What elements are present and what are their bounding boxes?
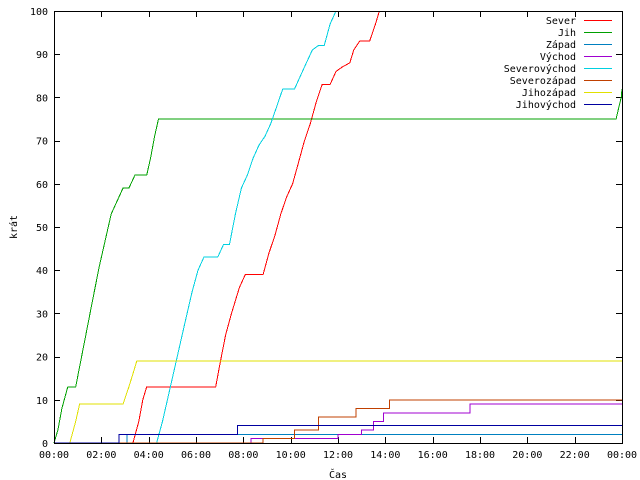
x-tick-label: 12:00: [323, 450, 353, 461]
legend: SeverJihZápadVýchodSeverovýchodSeverozáp…: [504, 16, 612, 111]
y-tick-label: 70: [36, 137, 48, 148]
y-tick-label: 80: [36, 93, 48, 104]
x-tick-label: 10:00: [276, 450, 306, 461]
y-tick-label: 40: [36, 266, 48, 277]
legend-label: Východ: [540, 51, 576, 63]
series-line: [54, 10, 337, 444]
series-line: [54, 360, 622, 444]
plot-frame: [54, 11, 623, 444]
y-tick-label: 50: [36, 223, 48, 234]
y-tick-label: 100: [30, 7, 48, 18]
legend-label: Severovýchod: [504, 63, 576, 75]
x-tick-label: 16:00: [418, 450, 448, 461]
x-tick-label: 02:00: [86, 450, 116, 461]
legend-label: Severozápad: [510, 75, 576, 87]
x-tick-label: 06:00: [181, 450, 211, 461]
x-tick-label: 08:00: [228, 450, 258, 461]
legend-label: Západ: [546, 39, 576, 51]
y-tick-label: 30: [36, 309, 48, 320]
y-tick-label: 90: [36, 50, 48, 61]
x-tick-label: 22:00: [560, 450, 590, 461]
series-line: [53, 88, 623, 444]
x-tick-label: 00:00: [39, 450, 69, 461]
y-axis-label: krát: [8, 215, 20, 239]
series-lines: [53, 10, 623, 444]
y-tick-label: 20: [36, 353, 48, 364]
series-line: [54, 399, 622, 444]
x-tick-label: 04:00: [134, 450, 164, 461]
series-line: [54, 10, 380, 444]
legend-label: Jihovýchod: [516, 99, 576, 111]
x-axis-label: Čas: [329, 468, 347, 480]
x-tick-label: 18:00: [465, 450, 495, 461]
y-tick-label: 10: [36, 396, 48, 407]
legend-label: Sever: [546, 16, 576, 27]
y-tick-label: 60: [36, 180, 48, 191]
legend-label: Jihozápad: [522, 87, 576, 99]
x-tick-label: 20:00: [512, 450, 542, 461]
x-tick-label: 14:00: [370, 450, 400, 461]
y-tick-labels: 0 10 20 30 40 50 60 70 80 90 100: [30, 7, 48, 450]
legend-label: Jih: [558, 28, 576, 39]
series-line: [54, 403, 622, 444]
y-tick-label: 0: [42, 439, 48, 450]
x-tick-label: 00:00: [607, 450, 637, 461]
x-tick-labels: 00:00 02:00 04:00 06:00 08:00 10:00 12:00 14:00…: [39, 450, 637, 461]
